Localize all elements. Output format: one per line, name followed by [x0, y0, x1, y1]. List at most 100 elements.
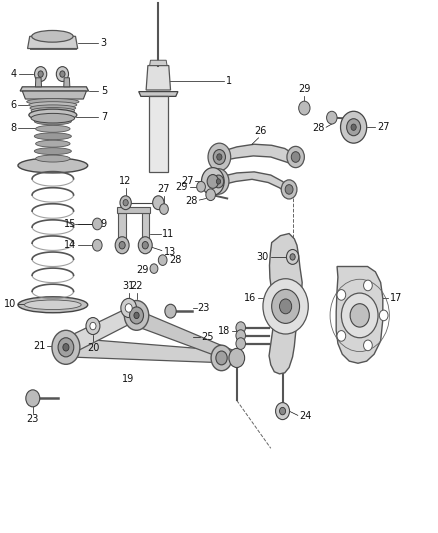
Text: 25: 25	[201, 332, 214, 342]
Text: 1: 1	[226, 77, 232, 86]
Circle shape	[63, 344, 69, 351]
Text: 29: 29	[176, 182, 188, 192]
Ellipse shape	[29, 102, 77, 108]
Text: 27: 27	[158, 184, 170, 194]
Circle shape	[38, 71, 43, 77]
Circle shape	[201, 167, 224, 195]
Ellipse shape	[34, 133, 71, 140]
Circle shape	[286, 249, 299, 264]
Text: 3: 3	[101, 38, 107, 48]
Circle shape	[379, 310, 388, 321]
Ellipse shape	[18, 297, 88, 313]
Ellipse shape	[31, 114, 74, 123]
Circle shape	[287, 147, 304, 167]
Polygon shape	[219, 172, 289, 193]
Polygon shape	[66, 307, 130, 357]
Ellipse shape	[29, 109, 77, 121]
Circle shape	[159, 204, 168, 214]
Circle shape	[236, 338, 246, 350]
Circle shape	[142, 241, 148, 249]
Circle shape	[236, 330, 246, 342]
Circle shape	[351, 124, 356, 131]
Text: 18: 18	[218, 326, 230, 336]
Circle shape	[115, 237, 129, 254]
Circle shape	[340, 111, 367, 143]
Circle shape	[35, 67, 47, 82]
Circle shape	[263, 279, 308, 334]
Polygon shape	[139, 92, 178, 96]
Circle shape	[120, 196, 131, 209]
Circle shape	[281, 180, 297, 199]
Circle shape	[213, 150, 226, 165]
Circle shape	[276, 402, 290, 419]
Ellipse shape	[35, 140, 70, 147]
Circle shape	[57, 67, 68, 82]
Circle shape	[279, 407, 286, 415]
Text: 20: 20	[87, 343, 99, 353]
Circle shape	[291, 152, 300, 163]
Circle shape	[130, 307, 144, 324]
Circle shape	[337, 289, 346, 300]
Ellipse shape	[32, 30, 73, 42]
Circle shape	[279, 299, 292, 314]
Text: 22: 22	[130, 281, 143, 291]
Circle shape	[92, 239, 102, 251]
Ellipse shape	[18, 158, 88, 173]
Text: 16: 16	[244, 293, 256, 303]
Circle shape	[123, 199, 128, 206]
Text: 28: 28	[169, 255, 182, 265]
Circle shape	[346, 119, 360, 136]
Text: 19: 19	[122, 374, 134, 384]
Circle shape	[124, 301, 149, 330]
Circle shape	[229, 349, 245, 368]
Circle shape	[350, 304, 369, 327]
Polygon shape	[64, 78, 70, 87]
Text: 11: 11	[162, 229, 174, 239]
Circle shape	[216, 351, 227, 365]
Circle shape	[272, 289, 300, 324]
Circle shape	[86, 318, 100, 335]
Circle shape	[52, 330, 80, 365]
Polygon shape	[20, 87, 88, 91]
Polygon shape	[66, 338, 237, 364]
Circle shape	[337, 330, 346, 341]
Text: 27: 27	[182, 176, 194, 187]
Circle shape	[206, 189, 215, 200]
Circle shape	[285, 184, 293, 194]
Circle shape	[121, 298, 137, 318]
Text: 14: 14	[64, 240, 76, 250]
Circle shape	[158, 255, 167, 265]
Polygon shape	[117, 207, 150, 213]
Circle shape	[211, 345, 232, 370]
Ellipse shape	[25, 300, 81, 310]
Circle shape	[26, 390, 40, 407]
Text: 28: 28	[185, 196, 198, 206]
Text: 10: 10	[4, 298, 16, 309]
Text: 27: 27	[377, 122, 390, 132]
Circle shape	[207, 174, 219, 188]
Ellipse shape	[30, 105, 76, 111]
Text: 8: 8	[10, 123, 16, 133]
Polygon shape	[118, 213, 126, 244]
Polygon shape	[219, 144, 296, 165]
Circle shape	[153, 196, 164, 209]
Polygon shape	[35, 78, 42, 87]
Polygon shape	[28, 36, 78, 49]
Polygon shape	[22, 91, 86, 99]
Polygon shape	[336, 266, 383, 364]
Text: 23: 23	[198, 303, 210, 313]
Circle shape	[60, 71, 65, 77]
Circle shape	[341, 293, 378, 338]
Polygon shape	[142, 213, 149, 244]
Text: 6: 6	[10, 100, 16, 110]
Text: 30: 30	[257, 252, 269, 262]
Ellipse shape	[31, 108, 74, 114]
Circle shape	[92, 218, 102, 230]
Ellipse shape	[34, 148, 71, 155]
Circle shape	[134, 312, 139, 319]
Circle shape	[119, 241, 125, 249]
Text: 24: 24	[300, 411, 312, 422]
Text: 4: 4	[11, 69, 17, 79]
Circle shape	[150, 264, 158, 273]
Polygon shape	[269, 233, 302, 374]
